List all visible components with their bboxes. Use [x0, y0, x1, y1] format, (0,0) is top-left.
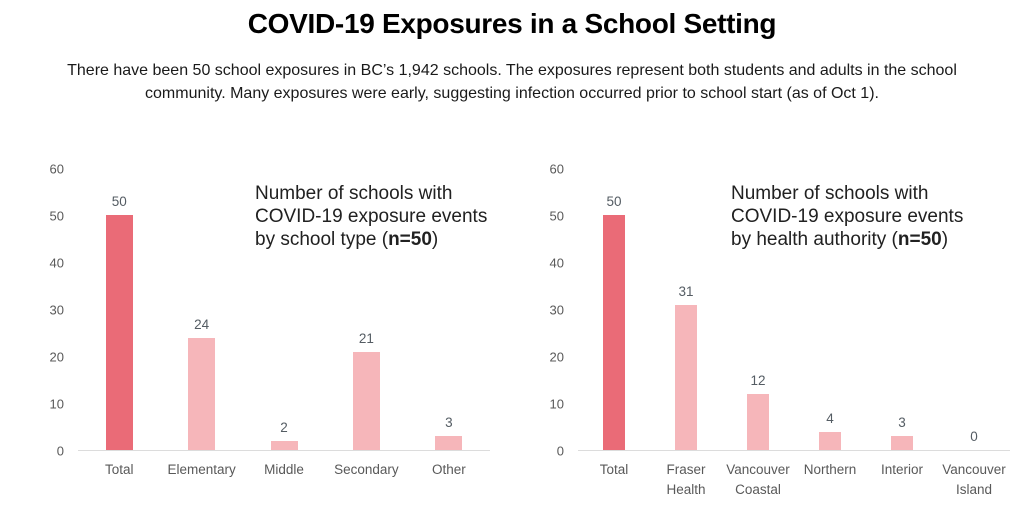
bar-value-label: 50: [111, 194, 127, 210]
x-axis-label: Total: [599, 462, 629, 478]
x-axis-label: Total: [104, 462, 134, 478]
bar-value-label: 24: [194, 316, 210, 332]
bar-group: 12: [722, 169, 794, 451]
bar-group: 2: [243, 169, 325, 451]
bar: [675, 304, 697, 451]
x-axis-label: Fraser Health: [666, 462, 706, 497]
bar-value-label: 0: [970, 429, 978, 445]
y-axis-tick: 20: [549, 349, 564, 365]
y-axis-tick: 60: [49, 161, 64, 177]
y-axis-tick: 50: [549, 208, 564, 224]
x-axis-label: Secondary: [334, 462, 399, 478]
y-axis-tick: 10: [49, 396, 64, 412]
x-axis: Total Elementary Middle Secondary Other: [78, 451, 490, 480]
x-axis-label: Other: [431, 462, 466, 478]
bar: [435, 436, 463, 451]
bar-value-label: 31: [678, 283, 694, 299]
bar: [352, 351, 380, 451]
bar-group: 24: [160, 169, 242, 451]
y-axis-tick: 50: [49, 208, 64, 224]
bar: [105, 215, 133, 451]
x-axis-label: Interior: [880, 462, 924, 478]
bar: [188, 337, 216, 451]
y-axis-tick: 30: [549, 302, 564, 318]
bar-value-label: 12: [750, 373, 766, 389]
x-axis-label: Vancouver Island: [942, 462, 1006, 497]
annotation-n-value: n=50: [388, 229, 432, 251]
y-axis-tick: 40: [49, 255, 64, 271]
y-axis-tick: 60: [549, 161, 564, 177]
bar-group: 50: [578, 169, 650, 451]
annotation-line: by health authority (n=50): [731, 229, 949, 251]
annotation-line: Number of schools with: [731, 183, 929, 205]
annotation-line: COVID-19 exposure events: [255, 206, 488, 228]
chart-annotation: Number of schools with COVID-19 exposure …: [255, 183, 555, 251]
x-axis: Total Fraser Health Vancouver Coastal North…: [578, 451, 1010, 499]
x-axis-label: Middle: [264, 462, 304, 478]
y-axis-tick: 40: [549, 255, 564, 271]
bar-group: 0: [938, 169, 1010, 450]
bar-value-label: 2: [280, 420, 288, 436]
chart-annotation: Number of schools with COVID-19 exposure …: [731, 183, 1024, 251]
x-axis-label: Northern: [803, 462, 857, 478]
bar-group: 4: [794, 169, 866, 451]
x-axis-label: Vancouver Coastal: [726, 462, 790, 497]
plot-area: Number of schools with COVID-19 exposure …: [78, 169, 490, 452]
bar: [603, 215, 625, 451]
bar: [819, 431, 841, 451]
y-axis-tick: 0: [56, 443, 64, 459]
bar-group: 3: [408, 169, 490, 451]
bar-value-label: 50: [606, 194, 622, 210]
charts-row: 0 10 20 30 40 50 60 Number of schools with COVI…: [0, 162, 1024, 519]
bar-group: 3: [866, 169, 938, 451]
bars-container: 50 31 12 4 3 0: [578, 169, 1010, 451]
bar-chart-schools-with-exposures-by-health-authority: 0 10 20 30 40 50 60 Number of schools with COVI…: [536, 162, 1010, 499]
bar-value-label: 3: [445, 415, 453, 431]
infographic-page: COVID-19 Exposures in a School Setting T…: [0, 8, 1024, 519]
bar: [270, 441, 298, 451]
plot-area: Number of schools with COVID-19 exposure …: [578, 169, 1010, 452]
page-subtitle: There have been 50 school exposures in B…: [67, 62, 957, 102]
page-title: COVID-19 Exposures in a School Setting: [247, 8, 777, 39]
bar-value-label: 21: [358, 330, 374, 346]
y-axis-tick: 30: [49, 302, 64, 318]
annotation-line: COVID-19 exposure events: [731, 206, 964, 228]
bar-group: 50: [78, 169, 160, 451]
y-axis: 0 10 20 30 40 50 60: [536, 162, 572, 459]
y-axis-tick: 20: [49, 349, 64, 365]
bar-value-label: 4: [826, 410, 834, 426]
y-axis-tick: 10: [549, 396, 564, 412]
bar: [891, 436, 913, 451]
bar-value-label: 3: [898, 415, 906, 431]
bars-container: 50 24 2 21 3: [78, 169, 490, 451]
bar-group: 31: [650, 169, 722, 451]
x-axis-label: Elementary: [167, 462, 236, 478]
bar-chart-schools-with-exposures-by-school-type: 0 10 20 30 40 50 60 Number of schools with COVI…: [36, 162, 490, 480]
bar-group: 21: [325, 169, 407, 451]
y-axis: 0 10 20 30 40 50 60: [36, 162, 72, 459]
y-axis-tick: 0: [556, 443, 564, 459]
annotation-n-value: n=50: [897, 229, 942, 251]
annotation-line: Number of schools with: [255, 183, 453, 205]
annotation-line: by school type (n=50): [255, 229, 439, 251]
bar: [747, 394, 769, 451]
